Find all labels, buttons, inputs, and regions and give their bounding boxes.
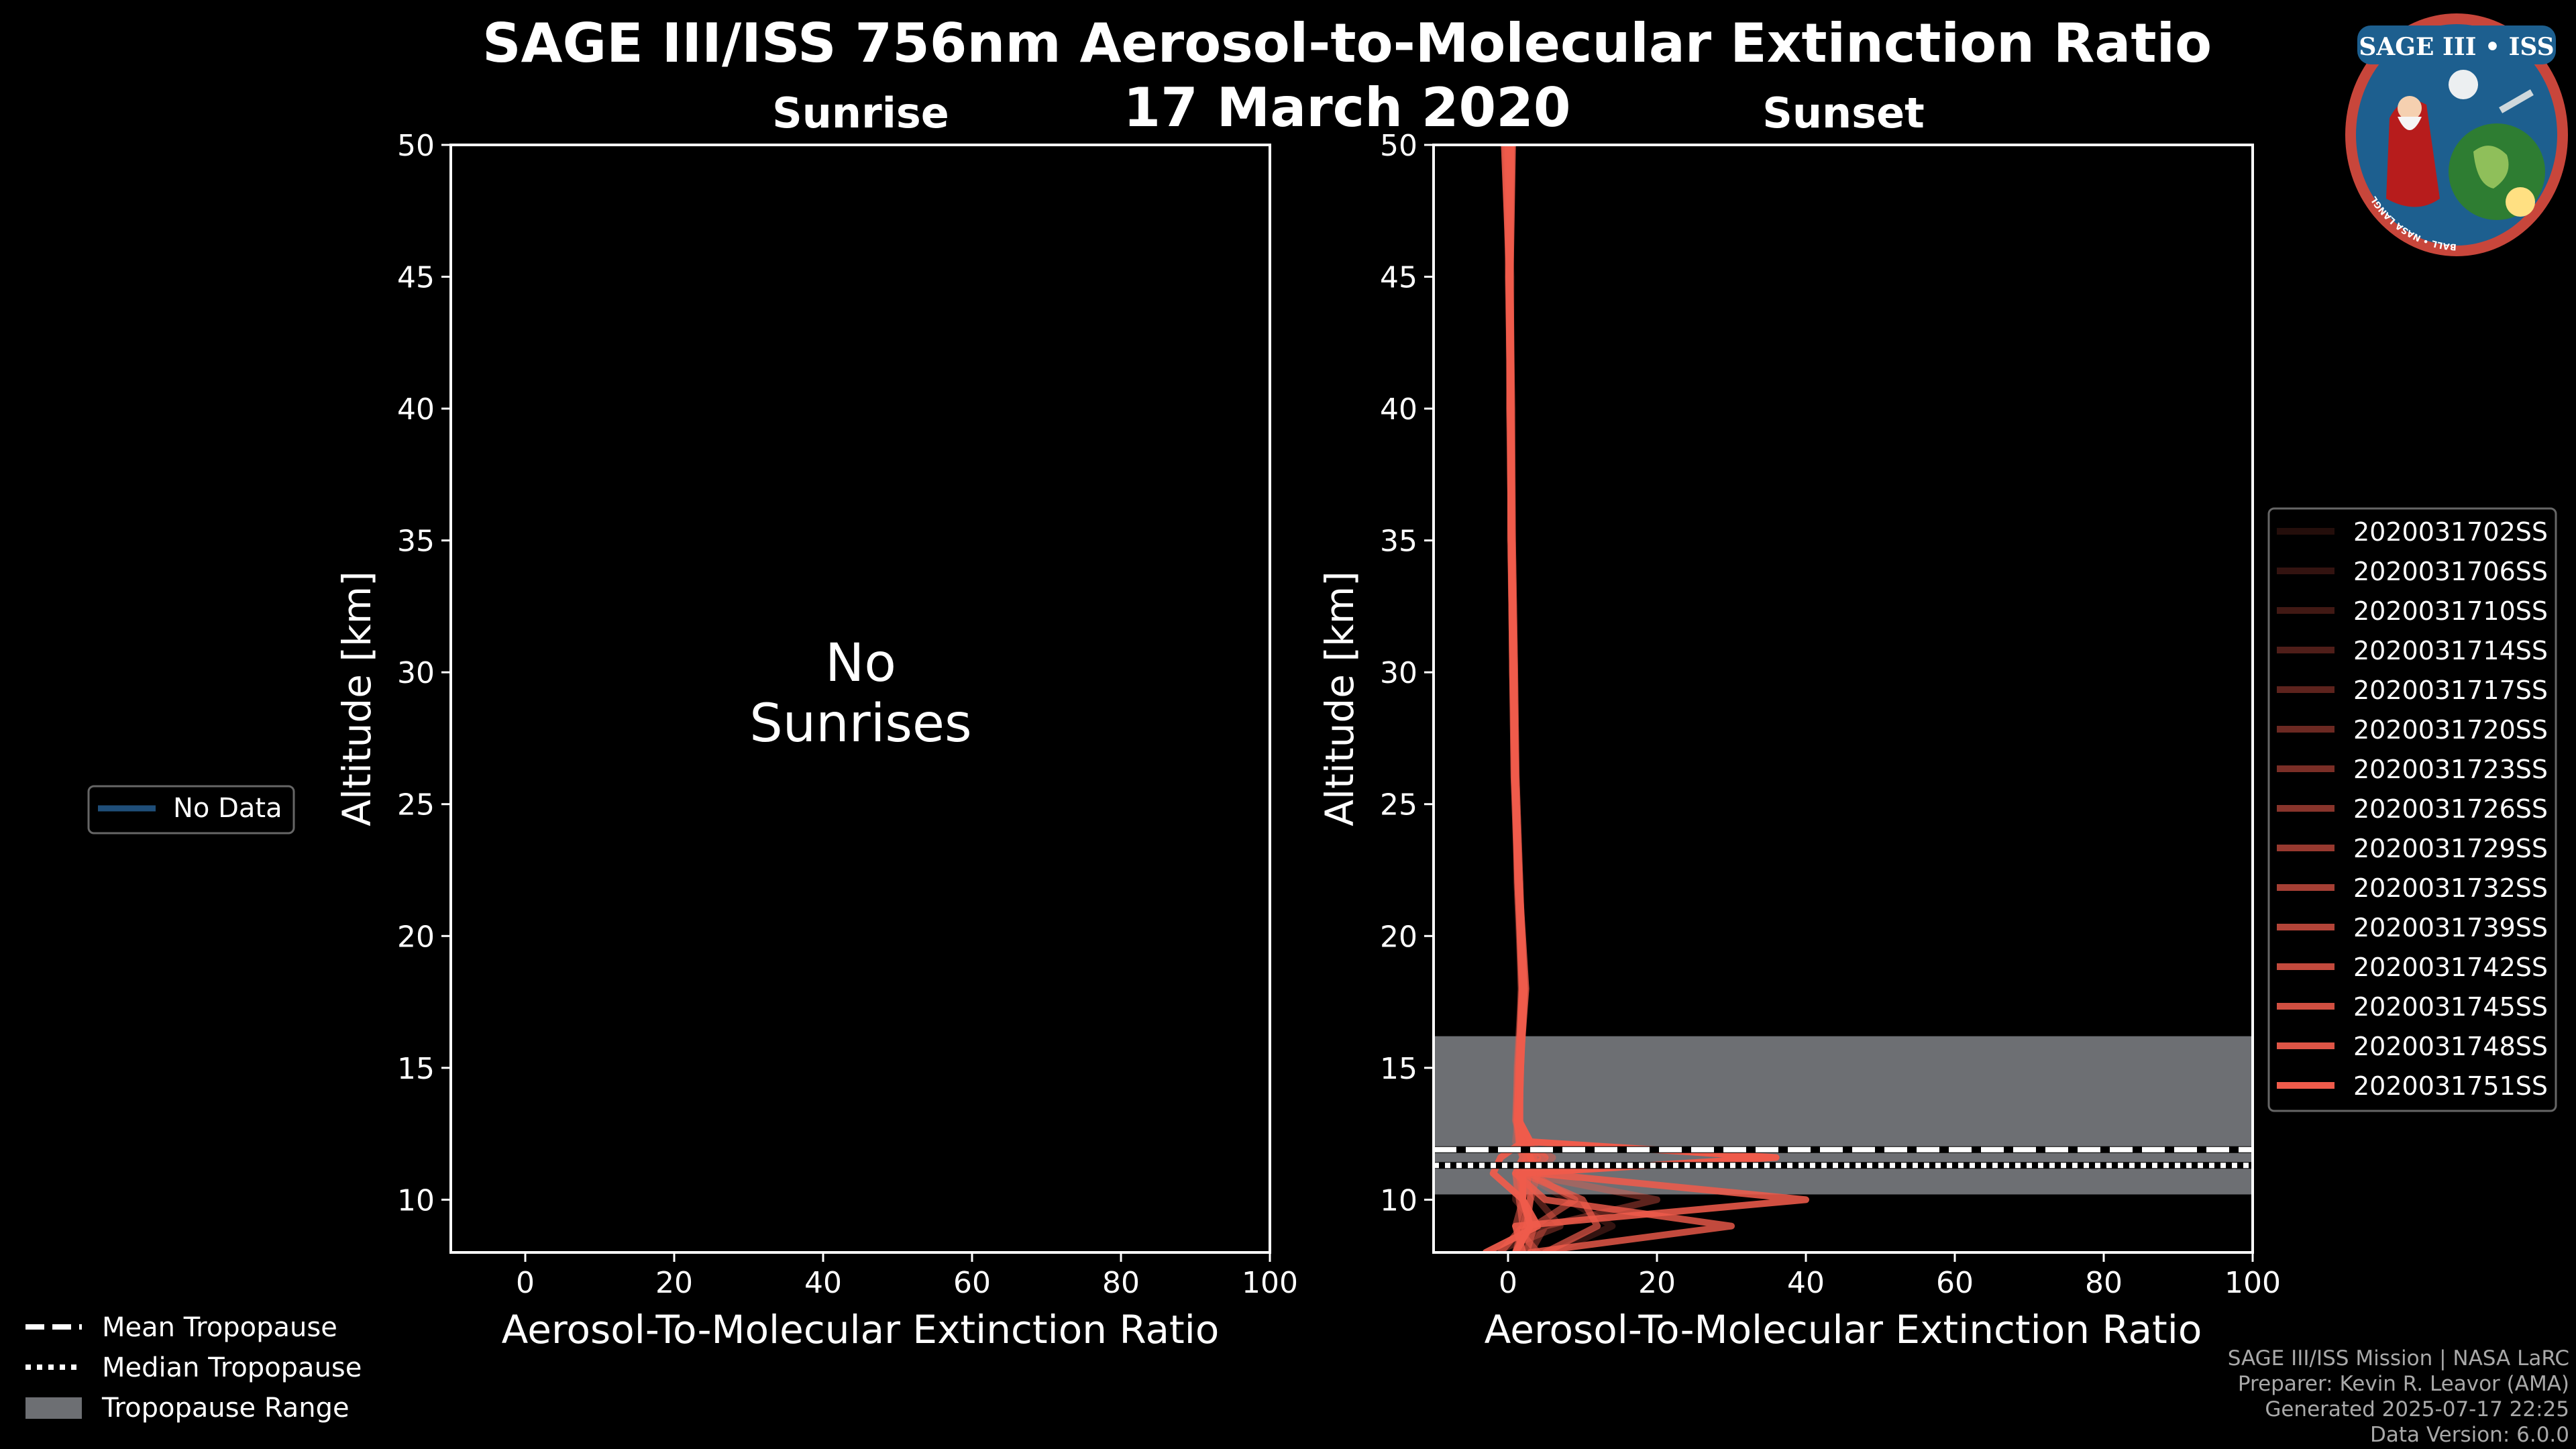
logo-figure-beard xyxy=(2398,117,2422,130)
sunset-y-tick-label: 20 xyxy=(1380,920,1417,954)
series-legend-label: 2020031739SS xyxy=(2353,913,2548,943)
sunrise-y-tick-label: 35 xyxy=(397,525,435,559)
sunrise-x-tick-label: 0 xyxy=(516,1266,535,1300)
series-legend-label: 2020031742SS xyxy=(2353,953,2548,982)
series-legend-label: 2020031723SS xyxy=(2353,755,2548,784)
logo-moon-icon xyxy=(2449,70,2478,99)
series-legend-label: 2020031706SS xyxy=(2353,557,2548,586)
series-legend-label: 2020031732SS xyxy=(2353,873,2548,903)
credits-generated: Generated 2025-07-17 22:25 xyxy=(2265,1397,2569,1421)
sunset-x-tick-label: 20 xyxy=(1638,1266,1676,1300)
series-legend-label: 2020031748SS xyxy=(2353,1032,2548,1061)
sunset-x-tick-label: 0 xyxy=(1499,1266,1517,1300)
sunset-y-tick-label: 15 xyxy=(1380,1052,1417,1086)
figure-title-line1: SAGE III/ISS 756nm Aerosol-to-Molecular … xyxy=(482,12,2212,74)
no-data-legend-box xyxy=(87,785,295,835)
credits-mission: SAGE III/ISS Mission | NASA LaRC xyxy=(2227,1346,2569,1371)
figure-title-line2: 17 March 2020 xyxy=(1123,76,1570,139)
sunset-axes: 0 20 40 60 80 100 10 15 20 25 30 35 40 45 50 Aerosol-To… xyxy=(1317,129,2281,1352)
tropopause-legend: Mean Tropopause Median Tropopause Tropop… xyxy=(25,1312,362,1424)
credits-preparer: Preparer: Kevin R. Leavor (AMA) xyxy=(2237,1372,2569,1396)
no-sunrises-line1: No xyxy=(825,633,896,694)
series-line-2020031751SS xyxy=(1505,145,1780,1252)
logo-figure-robe xyxy=(2386,100,2440,207)
sunset-y-tick-label: 30 xyxy=(1380,656,1417,690)
sage-iii-iss-mission-logo: SAGE III • ISS BALL • NASA LANGLEY RESEA… xyxy=(2343,11,2568,256)
sunset-y-axis-label: Altitude [km] xyxy=(1317,571,1362,826)
logo-continent-shape xyxy=(2473,146,2509,189)
credits-version: Data Version: 6.0.0 xyxy=(2369,1423,2569,1447)
sunrise-y-tick-label: 25 xyxy=(397,788,435,822)
median-tropopause-legend-label: Median Tropopause xyxy=(102,1352,362,1383)
sunrise-y-tick-label: 50 xyxy=(397,129,435,163)
series-legend-label: 2020031726SS xyxy=(2353,794,2548,824)
series-legend-label: 2020031714SS xyxy=(2353,636,2548,665)
sunset-y-tick-label: 10 xyxy=(1380,1183,1417,1218)
mean-tropopause-legend-label: Mean Tropopause xyxy=(102,1312,337,1343)
sunrise-x-tick-label: 20 xyxy=(655,1266,693,1300)
sunset-plot-area xyxy=(1434,145,2253,1252)
sunset-panel-title: Sunset xyxy=(1762,89,1925,138)
sunset-y-tick-label: 35 xyxy=(1380,525,1417,559)
series-legend-label: 2020031751SS xyxy=(2353,1071,2548,1101)
sunrise-y-tick-label: 40 xyxy=(397,392,435,427)
sunset-x-tick-label: 40 xyxy=(1787,1266,1825,1300)
sunrise-y-tick-label: 45 xyxy=(397,261,435,295)
logo-banner xyxy=(2357,25,2556,64)
sunrise-y-tick-label: 20 xyxy=(397,920,435,954)
no-data-legend: No Data xyxy=(87,785,295,835)
series-legend-label: 2020031710SS xyxy=(2353,596,2548,626)
sunset-axes-frame xyxy=(1432,144,2254,1254)
sunrise-x-tick-label: 80 xyxy=(1102,1266,1140,1300)
sunrise-x-tick-label: 60 xyxy=(953,1266,991,1300)
logo-iss-icon xyxy=(2499,89,2534,113)
sunrise-axes: 0 20 40 60 80 100 10 15 20 25 30 35 40 45 50 Aerosol-To… xyxy=(334,129,1298,1352)
sunrise-y-tick-label: 15 xyxy=(397,1052,435,1086)
sunrise-x-tick-label: 100 xyxy=(1242,1266,1298,1300)
sunrise-axes-frame xyxy=(449,144,1271,1254)
series-legend-label: 2020031729SS xyxy=(2353,834,2548,863)
sunrise-x-tick-label: 40 xyxy=(804,1266,842,1300)
no-data-legend-label: No Data xyxy=(173,793,282,824)
sunset-x-tick-label: 60 xyxy=(1936,1266,1974,1300)
sunset-x-tick-label: 80 xyxy=(2085,1266,2123,1300)
sunset-y-tick-label: 40 xyxy=(1380,392,1417,427)
sunset-x-tick-label: 100 xyxy=(2224,1266,2281,1300)
sunset-y-tick-label: 25 xyxy=(1380,788,1417,822)
series-legend-label: 2020031720SS xyxy=(2353,715,2548,745)
tropopause-range-legend-swatch xyxy=(25,1397,82,1419)
logo-sun-icon xyxy=(2506,187,2535,217)
sunrise-y-tick-label: 30 xyxy=(397,656,435,690)
credits: SAGE III/ISS Mission | NASA LaRC Prepare… xyxy=(2228,1346,2569,1448)
series-legend-label: 2020031702SS xyxy=(2353,517,2548,547)
sunset-y-tick-label: 50 xyxy=(1380,129,1417,163)
no-sunrises-line2: Sunrises xyxy=(749,694,971,754)
tropopause-range-legend-label: Tropopause Range xyxy=(101,1393,350,1424)
sunrise-x-axis-label: Aerosol-To-Molecular Extinction Ratio xyxy=(502,1307,1220,1352)
logo-title: SAGE III • ISS xyxy=(2359,33,2554,61)
sunset-x-axis-label: Aerosol-To-Molecular Extinction Ratio xyxy=(1485,1307,2202,1352)
series-legend-label: 2020031717SS xyxy=(2353,676,2548,705)
logo-figure-head xyxy=(2398,96,2422,120)
sunrise-panel-title: Sunrise xyxy=(772,89,949,138)
series-legend: 2020031702SS 2020031706SS 2020031710SS 2020… xyxy=(2267,507,2557,1112)
sunrise-y-tick-label: 10 xyxy=(397,1183,435,1218)
sunset-y-tick-label: 45 xyxy=(1380,261,1417,295)
series-legend-label: 2020031745SS xyxy=(2353,992,2548,1022)
sunrise-y-axis-label: Altitude [km] xyxy=(334,571,380,826)
series-legend-box xyxy=(2267,507,2557,1112)
